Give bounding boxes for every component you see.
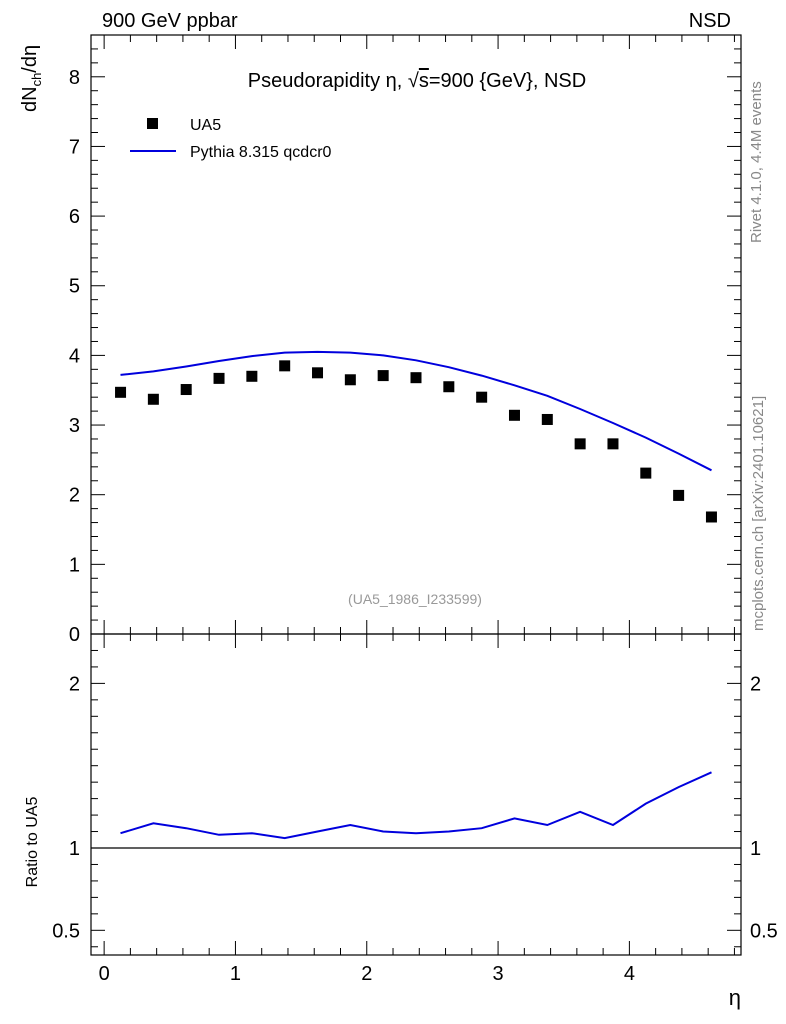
ua5-data-point bbox=[640, 467, 652, 479]
ua5-data-point bbox=[541, 413, 553, 425]
x-tick-label: 2 bbox=[361, 963, 372, 985]
y-tick-label-main: 3 bbox=[69, 415, 80, 437]
ua5-data-point bbox=[312, 367, 324, 379]
ratio-plot-frame bbox=[90, 633, 742, 956]
header-right-label: NSD bbox=[689, 10, 731, 32]
axis-ticks bbox=[91, 34, 741, 955]
x-tick-label: 4 bbox=[624, 963, 635, 985]
mcplots-label: mcplots.cern.ch [arXiv:2401.10621] bbox=[750, 396, 767, 631]
ua5-data-point bbox=[279, 360, 291, 372]
ua5-data-point bbox=[410, 372, 422, 384]
y-tick-label-ratio-right: 2 bbox=[750, 673, 761, 695]
ua5-data-point bbox=[246, 370, 258, 382]
y-tick-label-main: 2 bbox=[69, 485, 80, 507]
x-tick-label: 0 bbox=[99, 963, 110, 985]
ua5-data-point bbox=[377, 370, 389, 382]
y-tick-label-main: 6 bbox=[69, 206, 80, 228]
ylabel-main: dN bbox=[19, 86, 41, 112]
main-plot-frame bbox=[90, 34, 742, 635]
ua5-data-point bbox=[705, 511, 717, 523]
header-left-label: 900 GeV ppbar bbox=[102, 10, 238, 32]
pythia-ratio-curve bbox=[120, 771, 712, 840]
ua5-data-point bbox=[115, 386, 127, 398]
ylabel-tail: /dη bbox=[19, 45, 41, 73]
legend-label-ua5: UA5 bbox=[190, 117, 221, 134]
y-tick-label-main: 1 bbox=[69, 554, 80, 576]
y-tick-label-main: 0 bbox=[69, 624, 80, 646]
ua5-data-point bbox=[180, 384, 192, 396]
y-tick-label-ratio-left: 1 bbox=[69, 838, 80, 860]
ua5-data-point bbox=[607, 438, 619, 450]
ylabel-sub: ch bbox=[29, 73, 44, 87]
y-tick-label-main: 5 bbox=[69, 276, 80, 298]
legend-label-pythia: Pythia 8.315 qcdcr0 bbox=[190, 144, 332, 161]
ua5-data-point bbox=[344, 374, 356, 386]
ua5-data-point bbox=[476, 391, 488, 403]
y-tick-label-ratio-right: 0.5 bbox=[750, 920, 778, 942]
ua5-data-point bbox=[574, 438, 586, 450]
legend-marker-ua5 bbox=[147, 118, 158, 129]
main-y-axis-label: dNch/dη bbox=[19, 45, 44, 112]
title-suffix: =900 {GeV}, NSD bbox=[429, 70, 586, 92]
plot-title: Pseudorapidity η, √s=900 {GeV}, NSD bbox=[248, 70, 586, 92]
ratio-y-axis-label: Ratio to UA5 bbox=[24, 797, 41, 888]
ua5-data-point bbox=[147, 393, 159, 405]
analysis-watermark: (UA5_1986_I233599) bbox=[348, 591, 482, 607]
ua5-data-point bbox=[673, 489, 685, 501]
y-tick-label-ratio-left: 2 bbox=[69, 673, 80, 695]
y-tick-label-ratio-right: 1 bbox=[750, 838, 761, 860]
title-sqrt: √ bbox=[408, 70, 419, 92]
x-axis-label: η bbox=[729, 985, 741, 1010]
title-s: s bbox=[419, 70, 429, 92]
x-tick-label: 1 bbox=[230, 963, 241, 985]
x-tick-label: 3 bbox=[493, 963, 504, 985]
ua5-data-point bbox=[213, 372, 225, 384]
pythia-curve bbox=[120, 350, 712, 472]
axis-tick-labels: 0 1 2 3 4 0 1 2 3 4 5 6 7 8 0.5 0.5 1 1 2 2 bbox=[52, 67, 778, 985]
y-tick-label-main: 8 bbox=[69, 67, 80, 89]
y-tick-label-main: 7 bbox=[69, 136, 80, 158]
data-marks bbox=[91, 350, 741, 849]
y-tick-label-ratio-left: 0.5 bbox=[52, 920, 80, 942]
y-tick-label-main: 4 bbox=[69, 345, 80, 367]
title-prefix: Pseudorapidity η, bbox=[248, 70, 408, 92]
ua5-data-point bbox=[508, 409, 520, 421]
legend: UA5 Pythia 8.315 qcdcr0 bbox=[130, 117, 332, 161]
ua5-data-point bbox=[443, 381, 455, 393]
rivet-label: Rivet 4.1.0, 4.4M events bbox=[748, 81, 765, 243]
